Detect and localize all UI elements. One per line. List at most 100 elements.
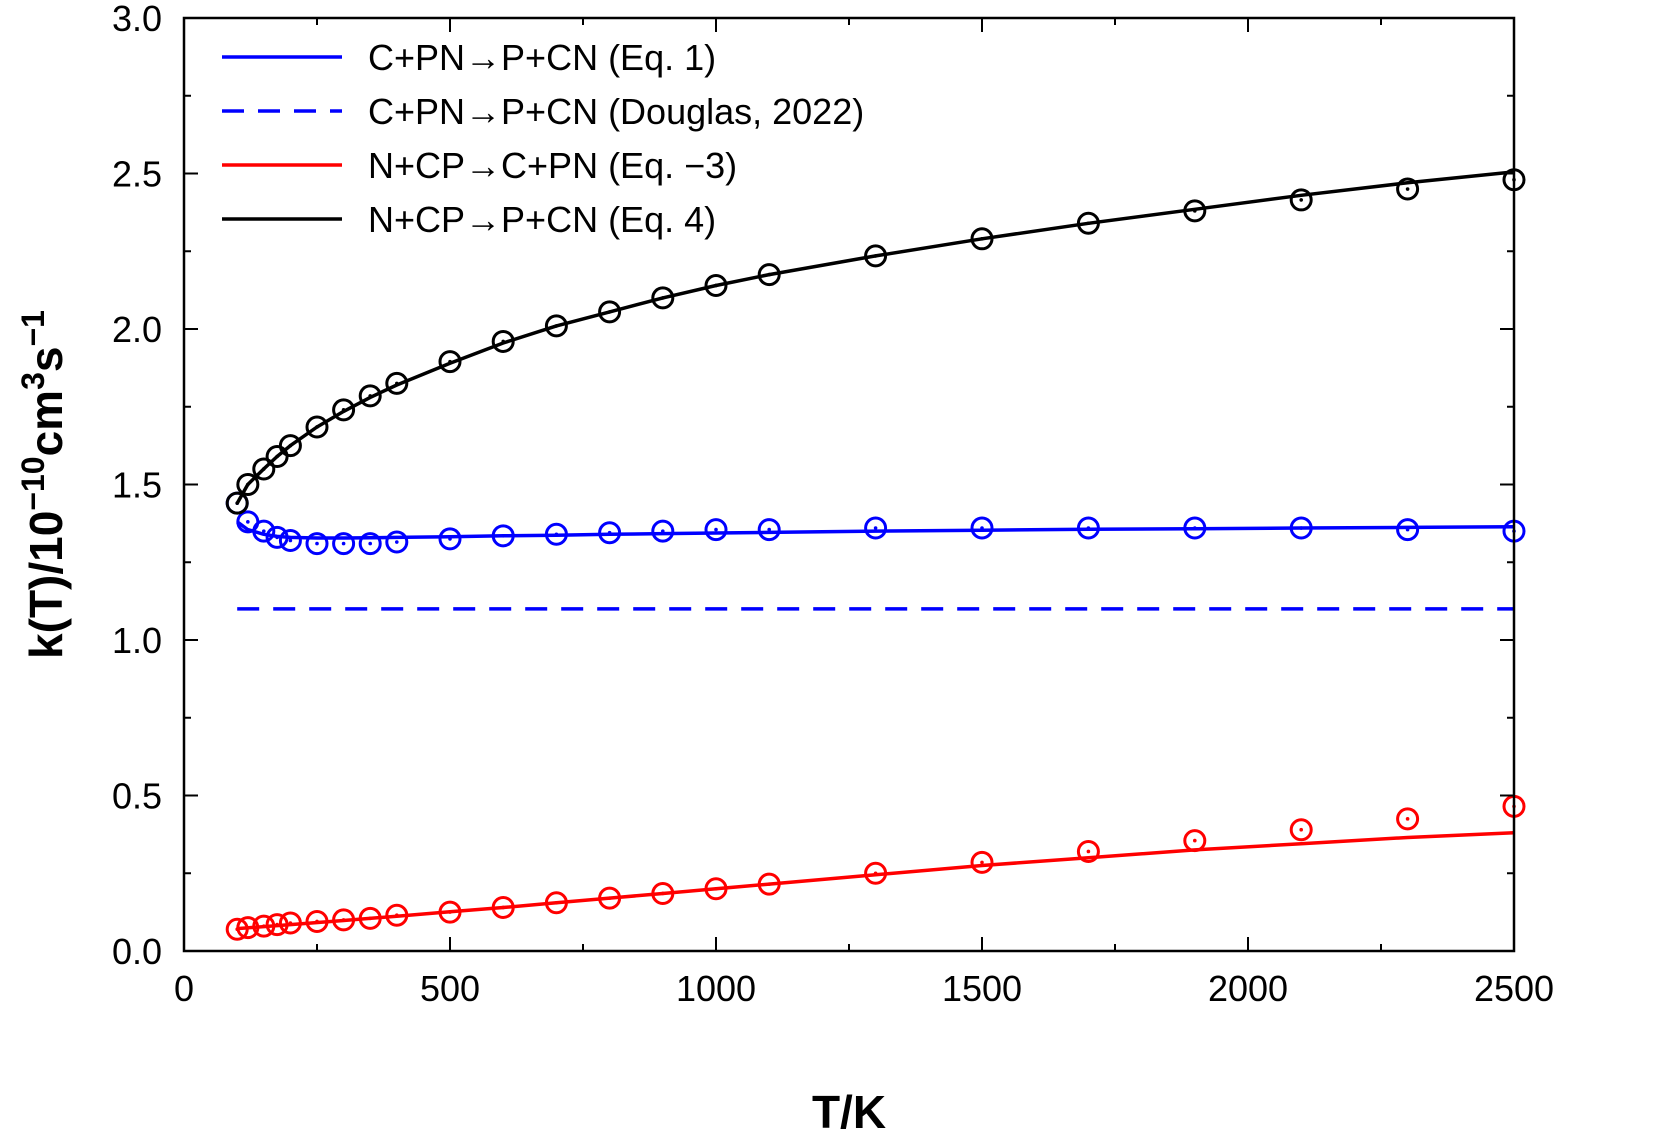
data-point-center <box>288 443 293 448</box>
data-point-center <box>1086 221 1091 226</box>
data-point-center <box>767 882 771 886</box>
y-tick-label: 1.0 <box>112 620 162 661</box>
data-point-center <box>661 891 665 896</box>
data-point-center <box>554 900 559 905</box>
data-point-center <box>501 339 506 344</box>
data-point-center <box>980 526 984 530</box>
y-axis-title-exp1: −10 <box>15 456 51 510</box>
x-tick-label: 2000 <box>1208 968 1288 1009</box>
data-point <box>236 473 260 496</box>
data-point <box>305 532 329 556</box>
data-point <box>1396 807 1420 831</box>
data-point-center <box>262 529 266 533</box>
data-point <box>278 528 302 552</box>
data-point-center <box>1405 527 1410 532</box>
data-point <box>598 521 622 545</box>
data-point <box>491 329 515 353</box>
data-point <box>970 516 994 540</box>
x-tick-label: 0 <box>174 968 194 1009</box>
y-axis-title-exp2: 3 <box>15 372 51 390</box>
legend-label: C+PN→P+CN (Eq. 1) <box>368 37 716 78</box>
data-point-center <box>448 359 452 364</box>
y-tick-label: 2.5 <box>112 154 162 195</box>
data-point-center <box>395 913 399 918</box>
data-point-center <box>980 237 984 241</box>
y-axis-title-exp3: −1 <box>15 310 51 346</box>
y-tick-label: 3.0 <box>112 0 162 39</box>
data-point <box>598 300 622 324</box>
data-point <box>1076 839 1100 863</box>
data-point-center <box>1405 817 1410 821</box>
data-point <box>544 891 568 915</box>
data-point <box>385 530 409 554</box>
data-point <box>491 524 515 548</box>
data-point <box>757 263 781 287</box>
y-tick-label: 1.5 <box>112 465 162 506</box>
data-point <box>598 886 622 910</box>
data-point-center <box>1405 187 1410 191</box>
data-point <box>252 457 276 481</box>
data-point <box>704 877 728 901</box>
data-point-center <box>873 526 878 530</box>
data-point-center <box>767 527 771 532</box>
data-point <box>358 384 382 408</box>
data-point-center <box>262 467 266 471</box>
x-axis-title: T/K <box>812 1086 886 1138</box>
data-point-center <box>246 520 250 524</box>
data-point <box>1289 188 1313 212</box>
data-point-center <box>1193 209 1197 213</box>
data-point <box>252 914 276 938</box>
series-layer <box>225 168 1526 941</box>
data-point-center <box>1086 849 1091 854</box>
data-point <box>544 522 568 546</box>
y-tick-label: 0.5 <box>112 776 162 817</box>
data-point <box>704 518 728 542</box>
data-point-center <box>341 541 346 546</box>
data-point <box>1183 829 1207 853</box>
data-point-center <box>448 910 452 914</box>
legend: C+PN→P+CN (Eq. 1) C+PN→P+CN (Douglas, 202… <box>222 37 864 240</box>
data-point <box>252 519 276 543</box>
data-point-center <box>1299 198 1303 202</box>
data-point <box>278 911 302 935</box>
data-point <box>278 434 302 458</box>
data-point-center <box>262 924 266 928</box>
data-point-center <box>554 324 559 328</box>
data-point-center <box>873 254 878 258</box>
data-point <box>864 516 888 540</box>
data-point <box>1396 177 1420 201</box>
legend-label: C+PN→P+CN (Douglas, 2022) <box>368 91 864 132</box>
x-tick-label: 1000 <box>676 968 756 1009</box>
data-point-center <box>395 381 399 386</box>
data-point-center <box>448 537 452 541</box>
x-tick-label: 2500 <box>1474 968 1554 1009</box>
data-point <box>1289 516 1313 540</box>
data-point <box>704 273 728 297</box>
data-point-center <box>714 527 718 532</box>
data-point-center <box>1086 526 1091 530</box>
data-point <box>438 527 462 551</box>
data-point-center <box>246 482 250 487</box>
data-point <box>305 909 329 933</box>
data-point-center <box>607 310 612 314</box>
series-line <box>236 520 1515 540</box>
data-point <box>438 350 462 374</box>
data-point-center <box>368 541 373 546</box>
data-point <box>864 244 888 268</box>
data-point-center <box>1299 526 1303 530</box>
data-point-center <box>341 918 346 922</box>
data-point-center <box>873 871 878 876</box>
data-point <box>1289 818 1313 842</box>
data-point <box>1183 199 1207 223</box>
data-point-center <box>1193 526 1197 530</box>
data-point <box>1396 518 1420 542</box>
data-point-center <box>315 425 319 429</box>
data-point-center <box>1299 827 1303 832</box>
data-point-center <box>607 896 612 900</box>
data-point-center <box>315 541 319 546</box>
y-tick-label: 2.0 <box>112 309 162 350</box>
y-axis-title: k(T)/10−10cm3s−1 <box>15 310 72 659</box>
legend-label: N+CP→P+CN (Eq. 4) <box>368 199 716 240</box>
data-point <box>1183 516 1207 540</box>
